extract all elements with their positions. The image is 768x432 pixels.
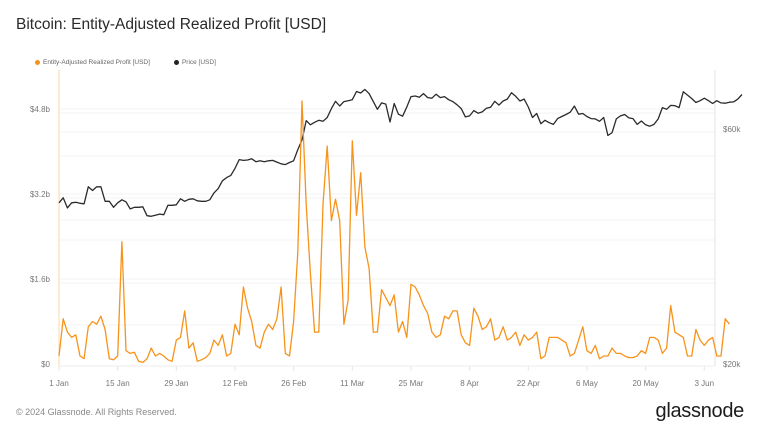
svg-text:15 Jan: 15 Jan bbox=[106, 379, 130, 388]
svg-text:3 Jun: 3 Jun bbox=[694, 379, 714, 388]
svg-text:11 Mar: 11 Mar bbox=[340, 379, 365, 388]
svg-text:29 Jan: 29 Jan bbox=[164, 379, 188, 388]
svg-text:22 Apr: 22 Apr bbox=[517, 379, 540, 388]
chart-legend: Entity-Adjusted Realized Profit [USD] Pr… bbox=[35, 59, 216, 66]
svg-text:$3.2b: $3.2b bbox=[30, 190, 51, 199]
svg-text:$4.8b: $4.8b bbox=[30, 105, 51, 114]
svg-text:8 Apr: 8 Apr bbox=[460, 379, 479, 388]
copyright-text: © 2024 Glassnode. All Rights Reserved. bbox=[16, 407, 177, 417]
legend-label: Entity-Adjusted Realized Profit [USD] bbox=[43, 59, 150, 66]
glassnode-logo[interactable]: glassnode bbox=[655, 400, 745, 422]
svg-text:$1.6b: $1.6b bbox=[30, 275, 51, 284]
legend-dot-icon bbox=[35, 60, 40, 65]
svg-text:$20k: $20k bbox=[723, 360, 741, 369]
y-axis-right-labels: $20k $60k bbox=[723, 125, 741, 369]
svg-text:6 May: 6 May bbox=[576, 379, 598, 388]
profit-series-line bbox=[58, 100, 730, 364]
svg-text:26 Feb: 26 Feb bbox=[281, 379, 306, 388]
legend-label: Price [USD] bbox=[181, 59, 216, 66]
svg-text:12 Feb: 12 Feb bbox=[223, 379, 248, 388]
legend-dot-icon bbox=[173, 60, 179, 65]
x-axis-labels: 1 Jan 15 Jan 29 Jan 12 Feb 26 Feb 11 Mar 25 Ma… bbox=[49, 366, 714, 388]
svg-text:$60k: $60k bbox=[723, 125, 741, 134]
chart-title: Bitcoin: Entity-Adjusted Realized Profit… bbox=[16, 16, 327, 33]
legend-item-profit[interactable]: Entity-Adjusted Realized Profit [USD] bbox=[35, 59, 150, 66]
svg-text:20 May: 20 May bbox=[632, 379, 658, 388]
svg-text:1 Jan: 1 Jan bbox=[49, 379, 69, 388]
svg-text:25 Mar: 25 Mar bbox=[399, 379, 424, 388]
price-series-line bbox=[58, 88, 743, 217]
y-axis-left-labels: $0 $1.6b $3.2b $4.8b bbox=[30, 105, 51, 369]
svg-text:$0: $0 bbox=[41, 360, 50, 369]
legend-item-price[interactable]: Price [USD] bbox=[173, 59, 216, 66]
gridlines bbox=[59, 108, 715, 326]
